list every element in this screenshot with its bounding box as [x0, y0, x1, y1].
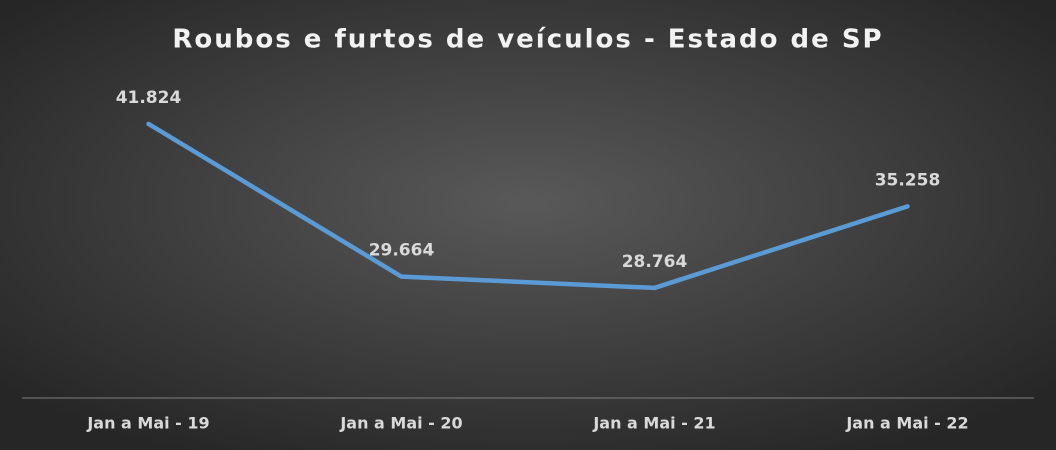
x-tick-label: Jan a Mai - 19: [86, 414, 209, 433]
data-label: 28.764: [622, 252, 688, 272]
data-line: [146, 121, 910, 291]
data-label: 35.258: [875, 170, 941, 190]
x-tick-label: Jan a Mai - 22: [845, 414, 968, 433]
data-label: 41.824: [116, 88, 182, 108]
data-label: 29.664: [369, 241, 435, 261]
x-tick-label: Jan a Mai - 20: [339, 414, 462, 433]
chart-title: Roubos e furtos de veículos - Estado de …: [172, 25, 883, 55]
x-tick-label: Jan a Mai - 21: [592, 414, 715, 433]
